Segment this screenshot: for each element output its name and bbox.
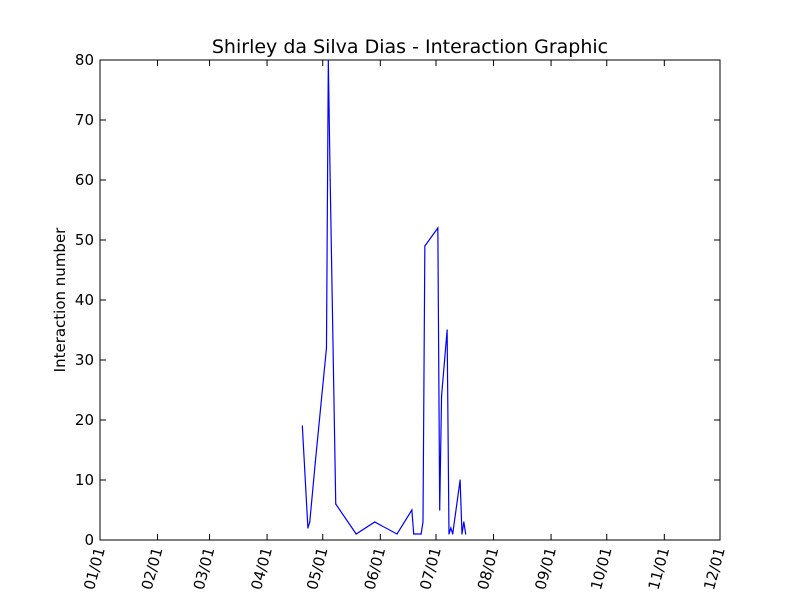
series-point [420,533,422,535]
series-point [437,227,439,229]
series-point [424,245,426,247]
y-tick-label: 70 [75,111,94,129]
series-point [396,533,398,535]
y-tick-label: 60 [75,171,94,189]
series-point [314,461,316,463]
series-point [307,527,309,529]
series-point [374,521,376,523]
series-point [439,509,441,511]
y-tick-label: 30 [75,351,94,369]
series-point [329,179,331,181]
series-point [440,395,443,397]
series-point [446,329,448,331]
series-point [335,503,337,505]
series-point [411,509,413,511]
series-point [301,425,303,427]
series-point [450,527,452,529]
y-tick-label: 40 [75,291,94,309]
series-point [413,533,415,535]
series-point [465,533,467,535]
y-tick-label: 0 [84,531,94,549]
y-axis-label: Interaction number [51,227,69,373]
series-point [448,533,450,535]
series-point [463,521,465,523]
series-point [325,347,328,349]
chart-title: Shirley da Silva Dias - Interaction Grap… [212,36,608,58]
series-point [461,533,463,535]
series-point [309,521,311,523]
series-point [355,533,357,535]
series-point [422,521,424,523]
y-tick-label: 50 [75,231,94,249]
y-tick-label: 20 [75,411,94,429]
series-point [459,479,461,481]
y-tick-label: 10 [75,471,94,489]
y-tick-label: 80 [75,51,94,69]
series-point [452,533,454,535]
series-point [327,59,329,61]
